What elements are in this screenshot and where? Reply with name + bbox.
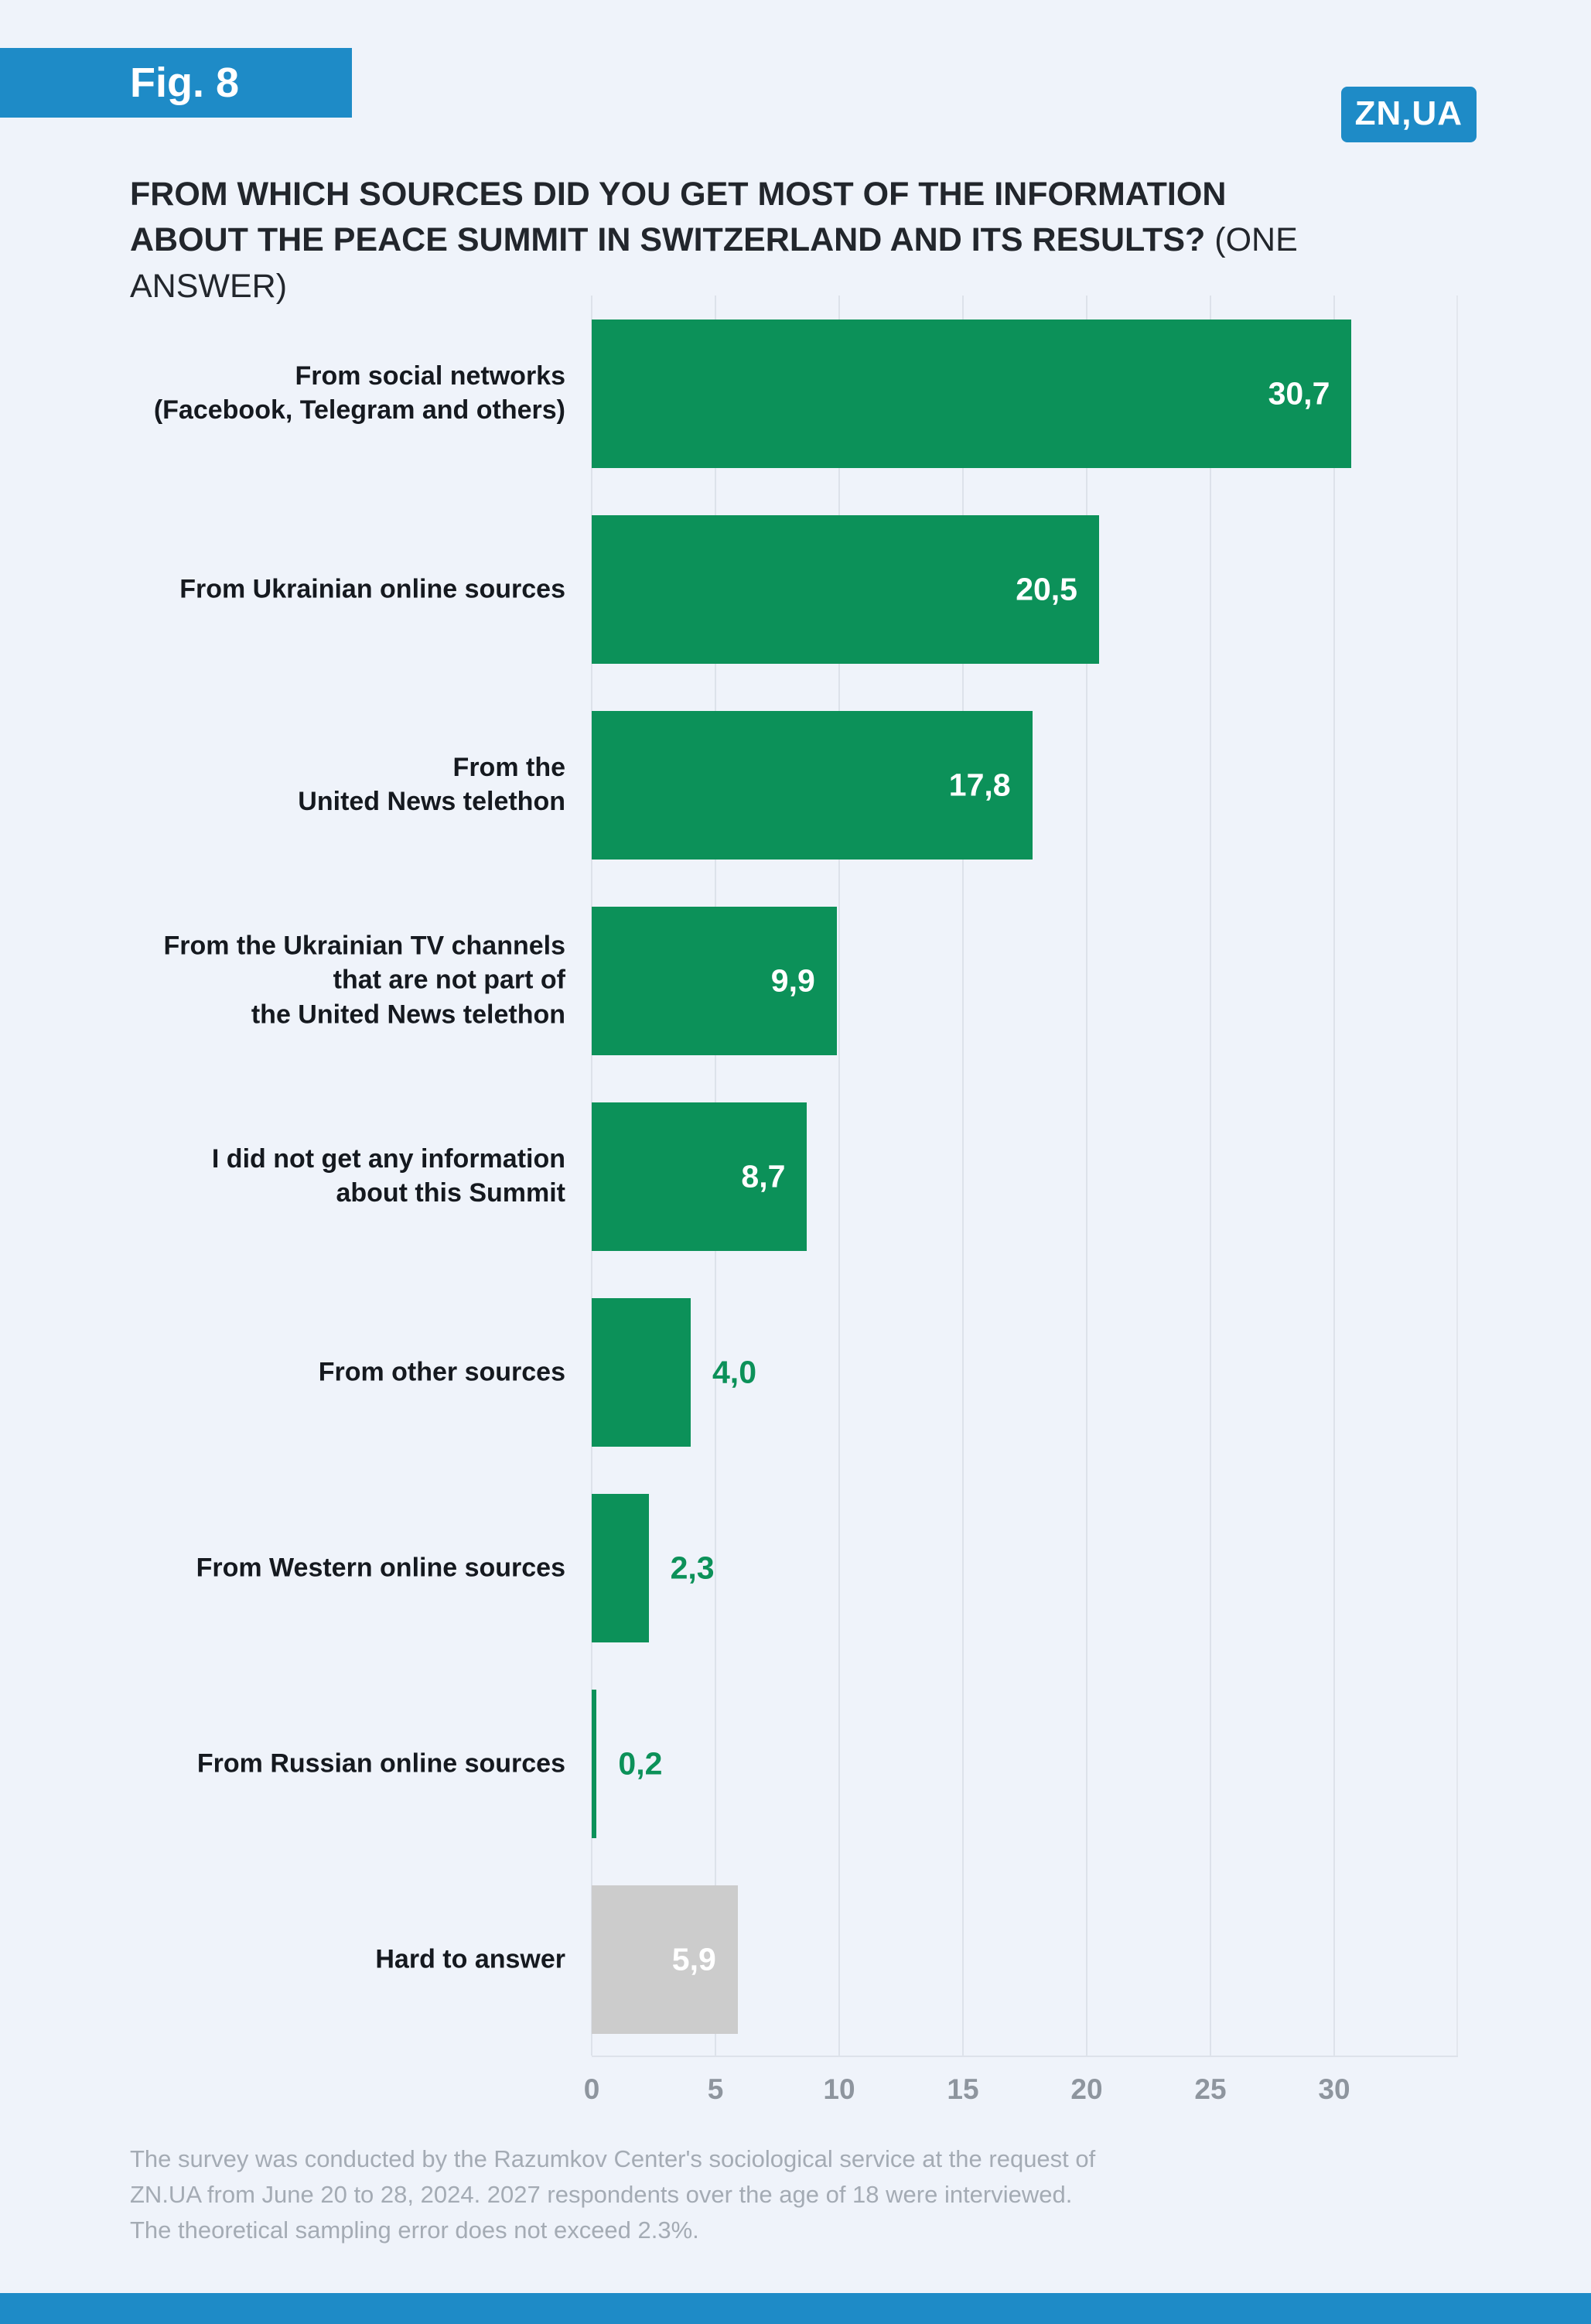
value-label: 17,8 xyxy=(948,767,1011,802)
value-label: 2,3 xyxy=(670,1550,715,1585)
bar-area: 17,8 xyxy=(592,687,1458,883)
gridline xyxy=(962,296,964,2056)
category-label: From Russian online sources xyxy=(196,1748,565,1779)
bar xyxy=(592,514,1099,664)
value-label: 4,0 xyxy=(712,1354,756,1389)
survey-footnote: The survey was conducted by the Razumkov… xyxy=(130,2145,1096,2244)
bar xyxy=(592,710,1033,860)
gridline xyxy=(1333,296,1335,2056)
chart-title-suffix: (ONE ANSWER) xyxy=(130,221,1298,305)
chart-row: From Ukrainian online sources 20,5 xyxy=(179,491,1458,687)
category-label: From other sources xyxy=(318,1357,565,1387)
category-label: From Western online sources xyxy=(196,1553,565,1583)
bar xyxy=(592,1102,807,1251)
bottom-accent-strip xyxy=(0,2293,1591,2324)
chart-row: Hard to answer 5,9 xyxy=(375,1861,1458,2057)
category-label: From social networks (Facebook, Telegram… xyxy=(153,361,565,425)
value-label: 20,5 xyxy=(1016,571,1077,607)
x-axis: 0 5 10 15 20 25 30 xyxy=(584,2073,1458,2112)
x-tick-label: 25 xyxy=(1194,2073,1227,2105)
chart-row: From social networks (Facebook, Telegram… xyxy=(154,296,1458,491)
category-label: I did not get any information about this… xyxy=(211,1143,565,1208)
bar xyxy=(592,1297,691,1447)
x-tick-label: 15 xyxy=(947,2073,979,2105)
chart-row: From the Ukrainian TV channels that are … xyxy=(163,883,1458,1078)
plot-right-border xyxy=(1456,296,1458,2056)
chart-row: From other sources 4,0 xyxy=(319,1274,1458,1470)
bar-rows: From social networks (Facebook, Telegram… xyxy=(154,296,1458,2057)
bar-area: 9,9 xyxy=(592,883,1458,1078)
category-label: From the United News telethon xyxy=(298,752,565,817)
category-label: Hard to answer xyxy=(375,1944,565,1974)
bar xyxy=(592,1689,597,1838)
bar-area: 2,3 xyxy=(592,1470,1458,1666)
x-tick-label: 5 xyxy=(707,2073,724,2105)
bar-area: 0,2 xyxy=(592,1666,1458,1861)
chart-title: FROM WHICH SOURCES DID YOU GET MOST OF T… xyxy=(130,172,1337,309)
chart-row: From Russian online sources 0,2 xyxy=(197,1666,1458,1861)
bar xyxy=(592,906,837,1055)
chart-title-main: FROM WHICH SOURCES DID YOU GET MOST OF T… xyxy=(130,176,1227,259)
value-label: 5,9 xyxy=(671,1941,716,1977)
x-tick-label: 0 xyxy=(583,2073,600,2105)
value-label: 30,7 xyxy=(1268,375,1330,411)
chart-row: I did not get any information about this… xyxy=(212,1078,1458,1274)
bar xyxy=(592,1885,738,2034)
bar-area: 4,0 xyxy=(592,1274,1458,1470)
gridline xyxy=(1210,296,1211,2056)
bar-area: 30,7 xyxy=(592,296,1458,491)
value-label: 8,7 xyxy=(741,1158,786,1194)
x-tick-label: 20 xyxy=(1070,2073,1103,2105)
gridline xyxy=(838,296,840,2056)
category-label: From Ukrainian online sources xyxy=(179,574,565,604)
gridline xyxy=(1086,296,1087,2056)
value-label: 0,2 xyxy=(618,1745,663,1781)
bar-area: 5,9 xyxy=(592,1861,1458,2057)
znua-logo: ZN,UA xyxy=(1340,87,1477,142)
category-label: From the Ukrainian TV channels that are … xyxy=(163,931,565,1030)
chart-row: From Western online sources 2,3 xyxy=(196,1470,1458,1666)
bar xyxy=(592,1493,649,1642)
chart-row: From the United News telethon 17,8 xyxy=(298,687,1458,883)
figure-label: Fig. 8 xyxy=(130,60,240,106)
bar-chart-plot: From social networks (Facebook, Telegram… xyxy=(154,296,1458,2057)
x-tick-label: 10 xyxy=(823,2073,855,2105)
figure-badge: Fig. 8 xyxy=(0,48,352,118)
logo-text: ZN,UA xyxy=(1354,94,1463,132)
bar-area: 8,7 xyxy=(592,1078,1458,1274)
value-label: 9,9 xyxy=(770,962,815,998)
bar xyxy=(592,319,1352,468)
x-tick-label: 30 xyxy=(1318,2073,1350,2105)
bar-area: 20,5 xyxy=(592,491,1458,687)
